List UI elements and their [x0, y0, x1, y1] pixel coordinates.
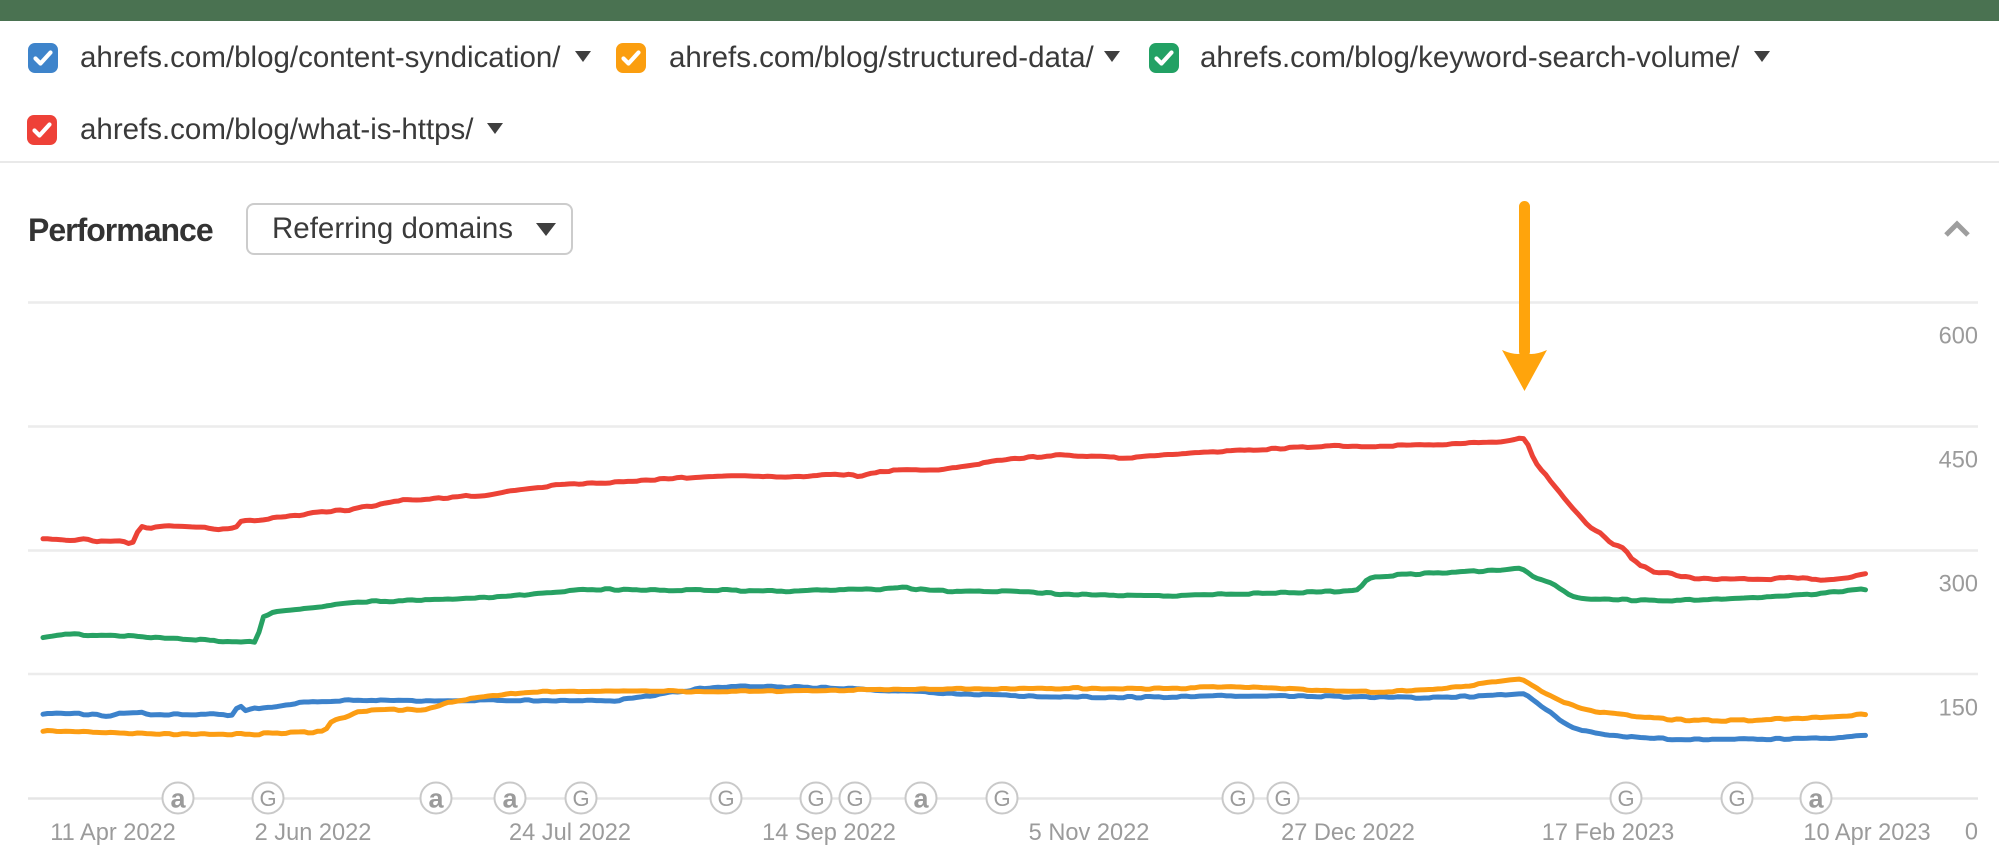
svg-text:5 Nov 2022: 5 Nov 2022 — [1029, 820, 1150, 846]
svg-text:G: G — [1617, 786, 1634, 811]
svg-text:600: 600 — [1939, 324, 1978, 350]
svg-text:G: G — [1728, 786, 1745, 811]
svg-text:24 Jul 2022: 24 Jul 2022 — [509, 820, 631, 846]
svg-text:450: 450 — [1939, 448, 1978, 474]
svg-text:G: G — [259, 786, 276, 811]
svg-text:27 Dec 2022: 27 Dec 2022 — [1281, 820, 1415, 846]
svg-text:G: G — [717, 786, 734, 811]
svg-text:a: a — [428, 784, 444, 814]
svg-text:150: 150 — [1939, 696, 1978, 722]
svg-text:14 Sep 2022: 14 Sep 2022 — [762, 820, 896, 846]
svg-text:a: a — [1808, 784, 1824, 814]
svg-text:a: a — [502, 784, 518, 814]
svg-text:G: G — [1229, 786, 1246, 811]
svg-text:G: G — [993, 786, 1010, 811]
svg-text:G: G — [846, 786, 863, 811]
svg-text:10 Apr 2023: 10 Apr 2023 — [1803, 820, 1930, 846]
svg-text:11 Apr 2022: 11 Apr 2022 — [50, 820, 176, 846]
svg-text:G: G — [572, 786, 589, 811]
svg-text:a: a — [913, 784, 929, 814]
svg-text:2 Jun 2022: 2 Jun 2022 — [255, 820, 372, 846]
svg-text:G: G — [807, 786, 824, 811]
svg-text:300: 300 — [1939, 572, 1978, 598]
svg-text:17 Feb 2023: 17 Feb 2023 — [1542, 820, 1675, 846]
svg-text:a: a — [170, 784, 186, 814]
svg-text:0: 0 — [1965, 820, 1978, 846]
svg-text:G: G — [1274, 786, 1291, 811]
